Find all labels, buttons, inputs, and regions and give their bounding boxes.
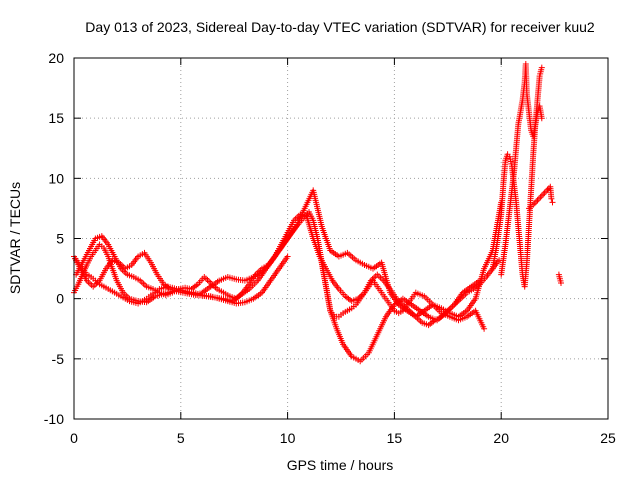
chart-title: Day 013 of 2023, Sidereal Day-to-day VTE…	[85, 19, 595, 35]
y-tick-label: 10	[48, 170, 64, 186]
y-tick-label: 5	[56, 231, 64, 247]
x-tick-label: 25	[600, 430, 616, 446]
x-tick-label: 10	[280, 430, 296, 446]
plus-markers	[73, 211, 503, 329]
x-tick-label: 0	[70, 430, 78, 446]
x-tick-label: 5	[177, 430, 185, 446]
series-track-h	[314, 235, 488, 332]
x-tick-label: 20	[493, 430, 509, 446]
y-tick-labels: -10 -5 0 5 10 15 20	[44, 50, 64, 427]
y-tick-label: 15	[48, 110, 64, 126]
y-tick-label: -10	[44, 411, 64, 427]
x-tick-label: 15	[387, 430, 403, 446]
plus-markers	[498, 61, 545, 278]
plus-markers	[526, 183, 564, 286]
series-track-e	[498, 61, 545, 278]
series-track-f	[526, 183, 564, 286]
y-tick-label: 20	[48, 50, 64, 66]
y-tick-label: -5	[52, 351, 65, 367]
x-tick-labels: 0 5 10 15 20 25	[70, 430, 616, 446]
y-tick-label: 0	[56, 291, 64, 307]
y-axis-title: SDTVAR / TECUs	[7, 182, 23, 294]
axis-ticks	[73, 57, 609, 420]
plus-markers	[314, 235, 488, 332]
x-axis-title: GPS time / hours	[287, 457, 394, 473]
series-track-c	[73, 211, 503, 329]
